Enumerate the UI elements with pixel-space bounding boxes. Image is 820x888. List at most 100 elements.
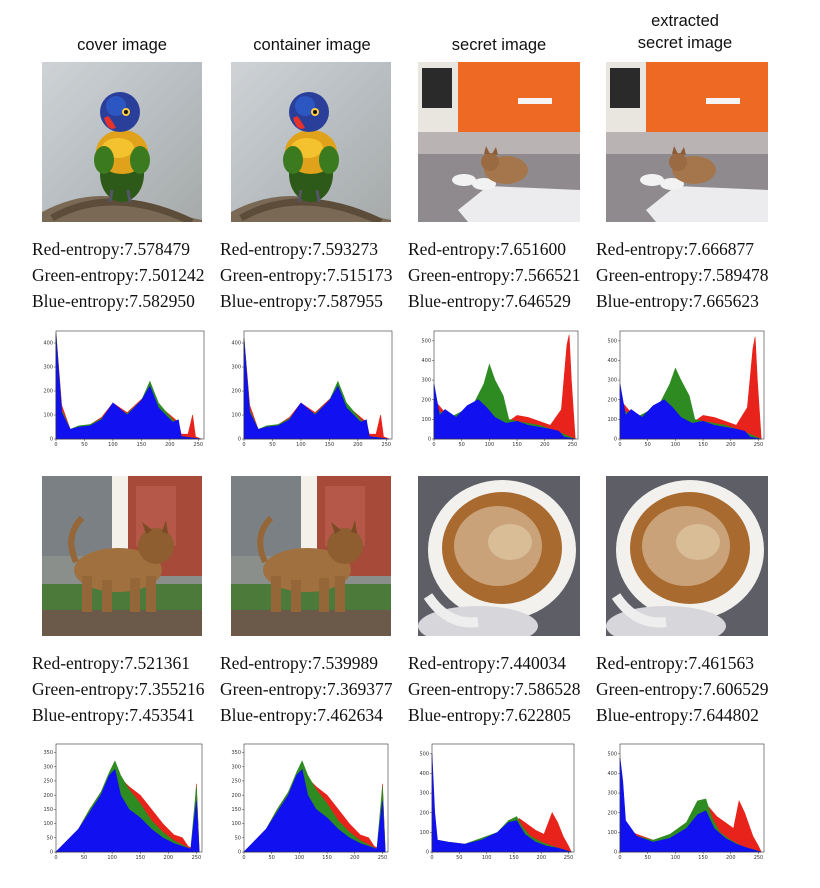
y-tick-label: 0 — [238, 437, 241, 443]
x-tick-label: 200 — [165, 442, 175, 448]
red-entropy: Red-entropy:7.440034 — [408, 653, 566, 673]
x-tick-label: 50 — [645, 855, 651, 861]
x-tick-label: 50 — [459, 442, 465, 448]
x-tick-label: 150 — [137, 442, 147, 448]
x-tick-label: 200 — [350, 855, 360, 861]
x-tick-label: 150 — [698, 855, 708, 861]
histogram-svg: 0 50 100 150 200 250 0 50 100 150 200 250 300 350 — [231, 743, 389, 861]
green-entropy: Green-entropy:7.586528 — [408, 679, 581, 699]
parrot-cover-image — [42, 62, 202, 222]
coffee-extracted-image — [606, 476, 768, 636]
plot-frame — [55, 743, 203, 853]
y-tick-label: 250 — [231, 779, 241, 785]
green-entropy: Green-entropy:7.501242 — [32, 265, 205, 285]
x-tick-label: 100 — [296, 442, 306, 448]
blue-entropy: Blue-entropy:7.462634 — [220, 705, 383, 725]
x-tick-label: 150 — [512, 442, 522, 448]
coffee-secret-image — [418, 476, 580, 636]
blue-channel-histogram — [619, 383, 762, 440]
histogram-chart: 0 50 100 150 200 250 0 50 100 150 200 250 300 350 — [42, 740, 206, 862]
y-tick-label: 300 — [421, 378, 431, 384]
histogram-chart: 0 50 100 150 200 250 0 100 200 300 400 500 — [420, 327, 582, 449]
y-tick-label: 0 — [614, 850, 617, 856]
entropy-stats: Red-entropy:7.666877 Green-entropy:7.589… — [596, 236, 769, 314]
coffee-cup-illustration — [606, 476, 768, 636]
y-tick-label: 200 — [43, 793, 53, 799]
y-tick-label: 50 — [47, 835, 53, 841]
y-tick-label: 50 — [235, 835, 241, 841]
x-tick-label: 250 — [754, 442, 764, 448]
x-tick-label: 0 — [54, 855, 57, 861]
y-tick-label: 0 — [50, 850, 53, 856]
col-title-extracted: extracted secret image — [600, 10, 770, 54]
y-tick-label: 0 — [426, 850, 429, 856]
x-tick-label: 150 — [322, 855, 332, 861]
red-entropy: Red-entropy:7.539989 — [220, 653, 378, 673]
blue-entropy: Blue-entropy:7.453541 — [32, 705, 195, 725]
y-tick-label: 400 — [419, 771, 429, 777]
y-tick-label: 100 — [421, 417, 431, 423]
dog-illustration — [231, 476, 391, 636]
x-tick-label: 50 — [81, 855, 87, 861]
y-tick-label: 0 — [428, 437, 431, 443]
blue-entropy: Blue-entropy:7.646529 — [408, 291, 571, 311]
parrot-illustration — [231, 62, 391, 222]
blue-entropy: Blue-entropy:7.644802 — [596, 705, 759, 725]
blue-channel-histogram — [55, 768, 200, 853]
col-title-line: cover image — [77, 36, 167, 54]
x-tick-label: 200 — [726, 442, 736, 448]
x-tick-label: 100 — [671, 442, 681, 448]
x-tick-label: 100 — [482, 855, 492, 861]
col-title-container: container image — [222, 34, 402, 56]
entropy-stats: Red-entropy:7.593273 Green-entropy:7.515… — [220, 236, 393, 314]
blue-channel-histogram — [619, 757, 762, 853]
x-tick-label: 150 — [698, 442, 708, 448]
y-tick-label: 100 — [231, 413, 241, 419]
y-tick-label: 400 — [421, 358, 431, 364]
x-tick-label: 100 — [671, 855, 681, 861]
green-entropy: Green-entropy:7.566521 — [408, 265, 581, 285]
histogram-svg: 0 50 100 150 200 250 0 100 200 300 400 500 — [419, 743, 575, 861]
x-tick-label: 0 — [618, 855, 621, 861]
y-tick-label: 150 — [43, 807, 53, 813]
plot-frame — [55, 330, 205, 440]
y-tick-label: 200 — [607, 810, 617, 816]
y-tick-label: 400 — [607, 358, 617, 364]
blue-entropy: Blue-entropy:7.587955 — [220, 291, 383, 311]
plot-frame — [243, 743, 389, 853]
x-tick-label: 200 — [726, 855, 736, 861]
entropy-stats: Red-entropy:7.440034 Green-entropy:7.586… — [408, 650, 581, 728]
x-tick-label: 150 — [135, 855, 145, 861]
y-tick-label: 100 — [231, 821, 241, 827]
blue-entropy: Blue-entropy:7.665623 — [596, 291, 759, 311]
x-tick-label: 250 — [194, 442, 204, 448]
col-title-line: container image — [253, 36, 371, 54]
entropy-stats: Red-entropy:7.651600 Green-entropy:7.566… — [408, 236, 581, 314]
red-entropy: Red-entropy:7.593273 — [220, 239, 378, 259]
y-tick-label: 400 — [43, 341, 53, 347]
coffee-cup-illustration — [418, 476, 580, 636]
y-tick-label: 300 — [607, 791, 617, 797]
x-tick-label: 0 — [54, 442, 57, 448]
blue-channel-histogram — [431, 753, 572, 853]
histogram-chart: 0 50 100 150 200 250 0 100 200 300 400 500 — [606, 740, 768, 862]
histogram-chart: 0 50 100 150 200 250 0 100 200 300 400 — [230, 327, 396, 449]
histogram-svg: 0 50 100 150 200 250 0 100 200 300 400 500 — [607, 743, 765, 861]
y-tick-label: 200 — [607, 397, 617, 403]
y-tick-label: 200 — [231, 389, 241, 395]
y-tick-label: 200 — [231, 793, 241, 799]
plot-frame — [619, 743, 765, 853]
green-entropy: Green-entropy:7.606529 — [596, 679, 769, 699]
histogram-chart: 0 50 100 150 200 250 0 100 200 300 400 500 — [606, 327, 768, 449]
histogram-chart: 0 50 100 150 200 250 0 100 200 300 400 500 — [418, 740, 578, 862]
histogram-svg: 0 50 100 150 200 250 0 100 200 300 400 — [231, 330, 393, 448]
col-title-cover: cover image — [42, 34, 202, 56]
x-tick-label: 200 — [540, 442, 550, 448]
x-tick-label: 200 — [164, 855, 174, 861]
plot-frame — [433, 330, 579, 440]
blue-entropy: Blue-entropy:7.622805 — [408, 705, 571, 725]
y-tick-label: 500 — [419, 751, 429, 757]
x-tick-label: 50 — [456, 855, 462, 861]
red-entropy: Red-entropy:7.666877 — [596, 239, 754, 259]
y-tick-label: 500 — [607, 751, 617, 757]
